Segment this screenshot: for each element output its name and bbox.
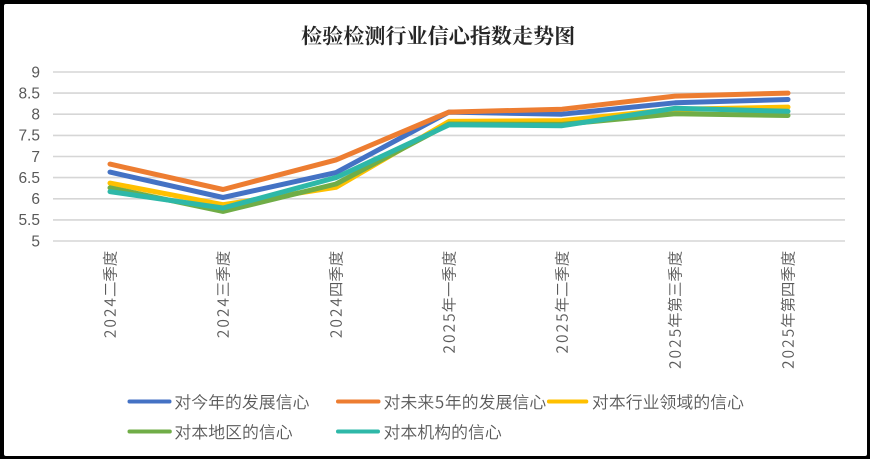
svg-text:7: 7 (31, 149, 40, 166)
svg-text:6: 6 (31, 191, 40, 208)
svg-text:8.5: 8.5 (18, 85, 40, 102)
svg-text:6.5: 6.5 (18, 170, 40, 187)
svg-text:9: 9 (31, 64, 40, 81)
svg-text:7.5: 7.5 (18, 128, 40, 145)
svg-text:5.5: 5.5 (18, 212, 40, 229)
svg-text:5: 5 (31, 233, 40, 250)
svg-text:8: 8 (31, 107, 40, 124)
